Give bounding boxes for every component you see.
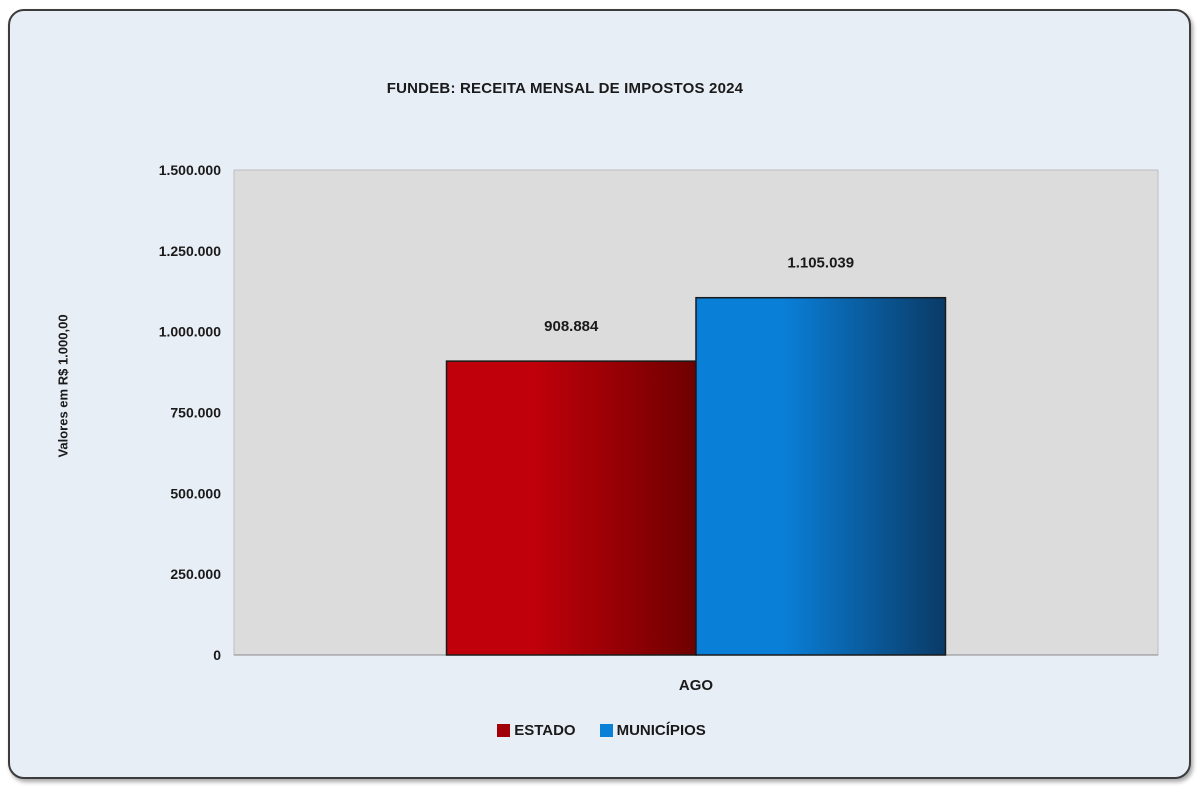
x-tick-label: AGO [679,677,714,694]
data-label: 908.884 [544,318,599,335]
y-tick-label: 1.250.000 [159,243,221,259]
legend-swatch [497,724,511,737]
y-tick-label: 1.500.000 [159,162,221,178]
legend-item: MUNICÍPIOS [599,722,706,739]
legend-item: ESTADO [497,722,576,739]
legend-swatch [599,724,613,737]
y-tick-label: 750.000 [170,405,221,421]
bar-munic-pios [695,296,947,656]
legend-label: ESTADO [514,722,576,739]
bar-estado [445,360,697,656]
y-tick-label: 500.000 [170,485,221,501]
y-tick-label: 0 [213,647,221,663]
y-tick-label: 1.000.000 [159,324,221,340]
chart-title: FUNDEB: RECEITA MENSAL DE IMPOSTOS 2024 [386,80,744,97]
y-tick-label: 250.000 [170,566,221,582]
chart-legend: ESTADO MUNICÍPIOS [0,722,1203,739]
data-label: 1.105.039 [787,255,854,272]
legend-label: MUNICÍPIOS [616,722,706,739]
